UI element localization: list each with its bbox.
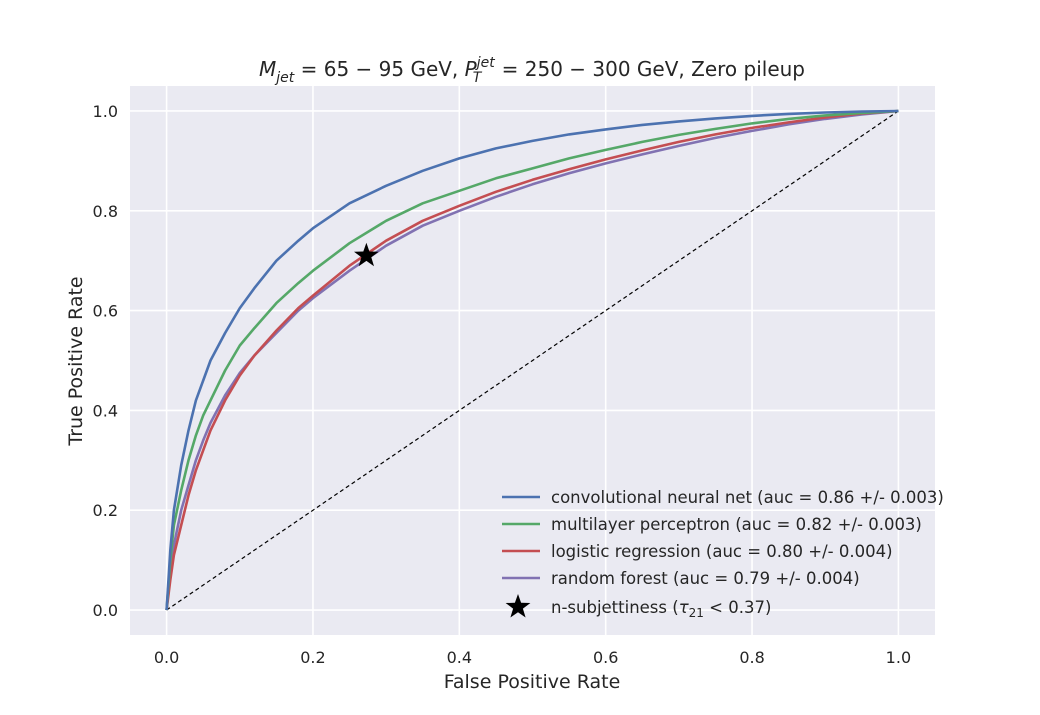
- x-tick-label: 0.2: [300, 648, 325, 667]
- legend-label-cnn: convolutional neural net (auc = 0.86 +/-…: [551, 488, 944, 507]
- y-tick-labels: 0.0 0.2 0.4 0.6 0.8 1.0: [93, 102, 118, 620]
- legend-star-icon: [505, 594, 531, 618]
- legend-label-mlp: multilayer perceptron (auc = 0.82 +/- 0.…: [551, 515, 922, 534]
- x-tick-label: 0.0: [154, 648, 179, 667]
- legend-label-nsubjettiness: n-subjettiness (τ21 < 0.37): [551, 598, 771, 620]
- y-tick-label: 0.6: [93, 302, 118, 321]
- y-tick-label: 0.2: [93, 501, 118, 520]
- legend: convolutional neural net (auc = 0.86 +/-…: [502, 488, 944, 620]
- x-tick-label: 0.4: [447, 648, 472, 667]
- x-tick-label: 0.8: [739, 648, 764, 667]
- x-tick-labels: 0.0 0.2 0.4 0.6 0.8 1.0: [154, 648, 911, 667]
- x-axis-label: False Positive Rate: [444, 671, 621, 693]
- n-subjettiness-star-marker: [354, 242, 379, 267]
- x-tick-label: 1.0: [886, 648, 911, 667]
- x-tick-label: 0.6: [593, 648, 618, 667]
- series-line-mlp: [165, 109, 899, 611]
- legend-label-rf: random forest (auc = 0.79 +/- 0.004): [551, 569, 860, 588]
- y-tick-label: 1.0: [93, 102, 118, 121]
- random-guess-line: [166, 110, 899, 611]
- series-line-cnn: [165, 109, 899, 611]
- y-tick-label: 0.0: [93, 601, 118, 620]
- chart-title: Mjet = 65 − 95 GeV, Pjet T = 250 − 300 Ge…: [259, 55, 805, 86]
- y-tick-label: 0.8: [93, 202, 118, 221]
- y-axis-label: True Positive Rate: [65, 276, 87, 446]
- y-tick-label: 0.4: [93, 401, 118, 420]
- legend-label-logreg: logistic regression (auc = 0.80 +/- 0.00…: [551, 542, 893, 561]
- gridlines: [130, 86, 935, 635]
